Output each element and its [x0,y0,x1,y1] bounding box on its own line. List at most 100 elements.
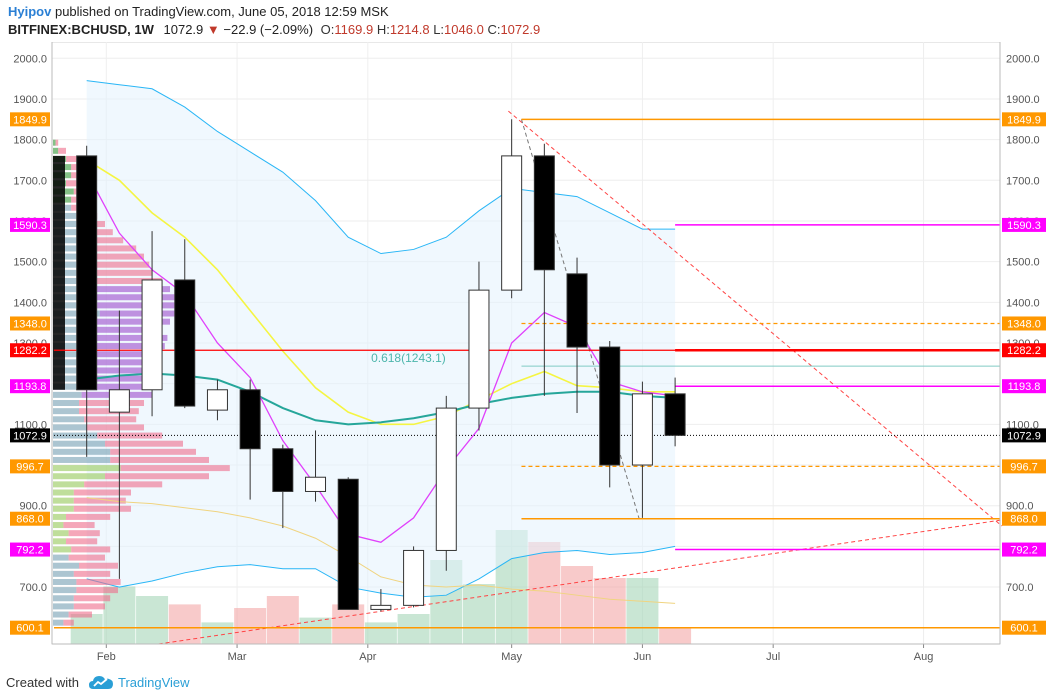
vp-bar-base [53,456,111,463]
y-tick-label-right: 1100.0 [1006,419,1039,431]
vp-bar-delta [89,334,168,341]
vp-bar-delta [63,522,95,529]
vp-poc-column [53,155,65,390]
vp-bar-delta [89,277,163,284]
volume-bar [561,566,594,644]
tradingview-brand[interactable]: TradingView [118,675,190,690]
y-tick-label-left: 2000.0 [13,53,47,65]
y-tick-label-right: 1700.0 [1006,175,1040,187]
candle-body [174,279,196,407]
price-tag-left [10,511,50,526]
vp-bar-delta [84,383,157,390]
chart-header: Hyipov published on TradingView.com, Jun… [0,0,1053,42]
x-tick-label: Jul [766,651,780,663]
y-tick-label-left: 1900.0 [13,94,47,106]
candle-body [468,289,490,409]
vp-bar-base [53,237,82,244]
price-tag-left [10,542,50,557]
price-tag-left [10,112,50,127]
vp-bar-base [53,367,82,374]
author-name[interactable]: Hyipov [8,4,52,19]
tradingview-cloud-icon[interactable] [88,672,114,692]
y-tick-label-left: 1500.0 [13,257,47,269]
vp-bar-delta [120,465,230,472]
low-value: 1046.0 [444,22,484,37]
y-tick-label-left: 1400.0 [13,297,47,309]
y-tick-label-left: 1800.0 [13,135,47,147]
volume-bar [103,586,136,644]
candle-body [337,478,359,610]
vp-bar-delta [66,538,98,545]
vp-bar-base [53,269,90,276]
vp-bar-delta [73,505,131,512]
price-tag-right-text: 1849.9 [1007,114,1041,126]
price-tag-right-text: 1590.3 [1007,220,1041,232]
vp-bar-delta [68,554,105,561]
vp-bar-delta [66,155,77,162]
volume-bar [168,604,201,644]
vp-bar-delta [55,139,59,146]
vp-bar-delta [84,359,163,366]
vp-bar-base [53,562,79,569]
candle-body [141,279,163,391]
vp-bar-delta [66,513,111,520]
vp-bar-delta [92,261,150,268]
y-tick-label-left: 1700.0 [13,175,47,187]
downtrend-line [508,110,1003,527]
vp-bar-delta [73,570,111,577]
vp-bar-delta [68,530,100,537]
volume-bar [593,578,626,644]
y-tick-label-right: 1900.0 [1006,94,1040,106]
volume-bar [626,578,659,644]
candle-body [631,393,653,466]
vp-bar-base [53,603,74,610]
volume-bar [299,617,332,644]
vp-bar-base [53,530,69,537]
symbol-label: BITFINEX:BCHUSD, 1W [8,22,154,37]
vp-bar-base [53,408,79,415]
price-tag-right [1002,459,1046,474]
y-tick-label-right: 1800.0 [1006,135,1040,147]
volume-bar [397,614,430,644]
volume-bar [462,584,495,644]
price-tag-right [1002,379,1046,394]
candle-body [533,155,555,271]
vp-bar-base [53,538,66,545]
vp-bar-base [53,473,105,480]
candle-body [370,604,392,610]
candle-body [566,273,588,348]
vp-bar-base [53,294,90,301]
price-tag-right [1002,316,1046,331]
footer: Created with TradingView [0,668,1053,700]
candle-body [305,476,327,492]
vp-bar-base [53,318,92,325]
vp-bar-base [53,139,56,146]
candle-body [599,346,621,466]
close-value: 1072.9 [500,22,541,37]
vp-bar-delta [84,481,163,488]
vp-bar-base [53,505,74,512]
vp-bar-base [53,383,85,390]
vp-bar-base [53,343,90,350]
channel-band-fill [86,80,676,598]
price-tag-left [10,620,50,635]
vp-bar-base [53,481,85,488]
x-tick-label: Feb [97,651,116,663]
candle-body [435,407,457,551]
vp-bar-delta [68,611,92,618]
vp-bar-delta [73,497,126,504]
y-tick-label-left: 1100.0 [14,419,47,431]
vp-bar-delta [86,286,170,293]
vp-bar-base [53,546,72,553]
vp-bar-base [53,400,79,407]
y-tick-label-left: 900.0 [19,501,47,513]
created-with-text: Created with [6,675,79,690]
vp-bar-delta [105,440,183,447]
price-tag-left [10,379,50,394]
price-chart[interactable]: 700.0700.0800.0800.0900.0900.01000.01000… [0,42,1053,668]
vp-bar-delta [81,367,152,374]
vp-bar-delta [105,473,209,480]
price-tag-left-text: 1072.9 [13,430,47,442]
y-tick-label-right: 1400.0 [1006,297,1040,309]
vp-bar-base [53,497,74,504]
